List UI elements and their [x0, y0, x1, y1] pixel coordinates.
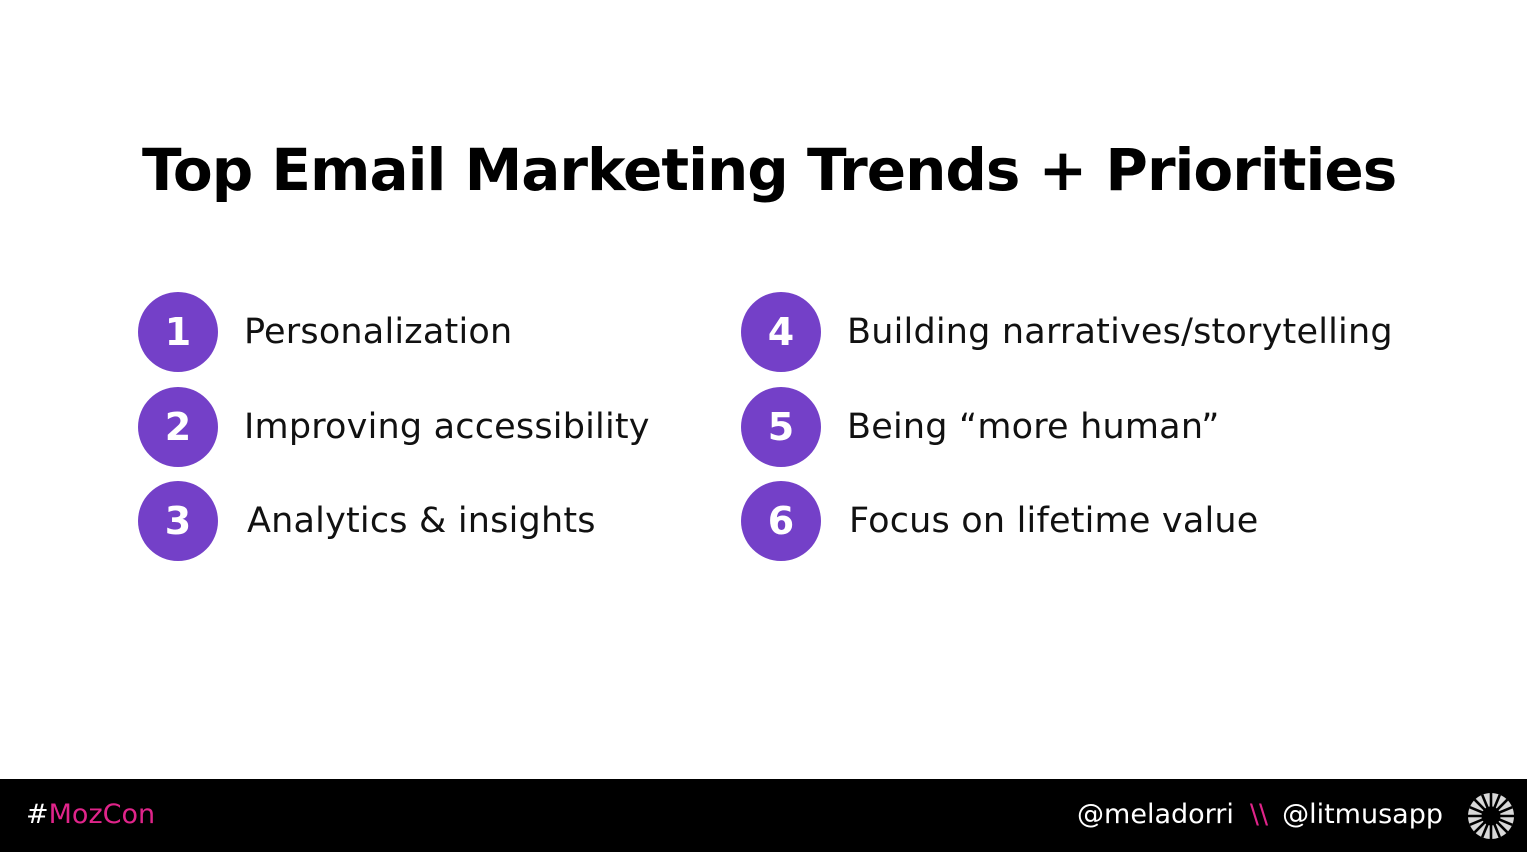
list-item: 5 Being “more human”	[741, 387, 1220, 467]
speaker-handle: @meladorri	[1077, 799, 1234, 830]
number-badge: 1	[138, 292, 218, 372]
list-item: 1 Personalization	[138, 292, 512, 372]
number-badge: 5	[741, 387, 821, 467]
social-handles: @meladorri \\ @litmusapp	[1077, 799, 1443, 830]
litmus-logo-icon	[1468, 793, 1514, 839]
hash-symbol: #	[26, 799, 49, 830]
company-handle: @litmusapp	[1282, 799, 1443, 830]
hashtag-text: MozCon	[48, 799, 156, 830]
item-label: Analytics & insights	[247, 501, 596, 541]
number-badge: 4	[741, 292, 821, 372]
number-badge: 2	[138, 387, 218, 467]
footer-bar: #MozCon @meladorri \\ @litmusapp	[0, 779, 1527, 852]
handle-separator: \\	[1249, 799, 1269, 830]
list-item: 6 Focus on lifetime value	[741, 481, 1259, 561]
item-label: Building narratives/storytelling	[847, 312, 1393, 352]
item-label: Being “more human”	[847, 407, 1220, 447]
slide-title: Top Email Marketing Trends + Priorities	[142, 136, 1397, 204]
list-item: 2 Improving accessibility	[138, 387, 650, 467]
list-item: 3 Analytics & insights	[138, 481, 596, 561]
number-badge: 6	[741, 481, 821, 561]
item-label: Focus on lifetime value	[849, 501, 1259, 541]
item-label: Personalization	[244, 312, 513, 352]
hashtag: #MozCon	[26, 799, 155, 830]
number-badge: 3	[138, 481, 218, 561]
item-label: Improving accessibility	[244, 407, 650, 447]
list-item: 4 Building narratives/storytelling	[741, 292, 1393, 372]
